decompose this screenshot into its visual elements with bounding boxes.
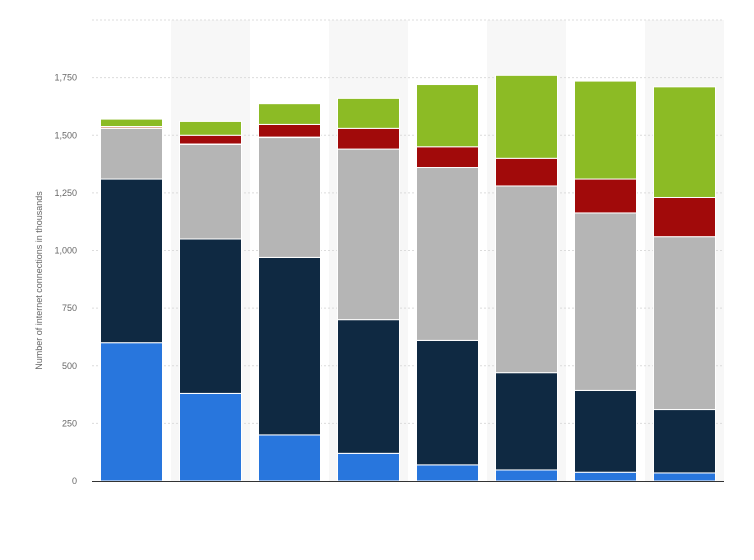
bar-segment[interactable] bbox=[100, 342, 163, 482]
bar-segment[interactable] bbox=[179, 392, 242, 482]
y-tick-label: 1,000 bbox=[54, 246, 77, 256]
bar-segment[interactable] bbox=[574, 178, 637, 214]
bar-segment[interactable] bbox=[574, 212, 637, 391]
y-tick-label: 1,250 bbox=[54, 188, 77, 198]
bar-segment[interactable] bbox=[653, 472, 716, 482]
bar-segment[interactable] bbox=[337, 97, 400, 129]
bar-segment[interactable] bbox=[100, 118, 163, 127]
y-tick-label: 500 bbox=[62, 361, 77, 371]
bar-segment[interactable] bbox=[179, 134, 242, 145]
bar-segment[interactable] bbox=[416, 339, 479, 466]
y-tick-label: 1,750 bbox=[54, 73, 77, 83]
bars bbox=[100, 74, 716, 482]
y-tick-label: 0 bbox=[72, 476, 77, 486]
bar-segment[interactable] bbox=[495, 157, 558, 187]
bar-segment[interactable] bbox=[258, 434, 321, 482]
bar-segment[interactable] bbox=[179, 238, 242, 394]
bar-segment[interactable] bbox=[574, 471, 637, 482]
y-axis-title: Number of internet connections in thousa… bbox=[34, 191, 44, 370]
bar-segment[interactable] bbox=[337, 127, 400, 150]
y-tick-label: 750 bbox=[62, 303, 77, 313]
bar-segment[interactable] bbox=[653, 196, 716, 238]
bar-segment[interactable] bbox=[416, 167, 479, 341]
y-tick-label: 250 bbox=[62, 418, 77, 428]
bar-segment[interactable] bbox=[337, 148, 400, 321]
bar-segment[interactable] bbox=[179, 120, 242, 136]
bar-segment[interactable] bbox=[337, 319, 400, 454]
bar-segment[interactable] bbox=[416, 146, 479, 169]
bar-segment[interactable] bbox=[258, 137, 321, 258]
bar-segment[interactable] bbox=[495, 74, 558, 159]
bar-segment[interactable] bbox=[495, 372, 558, 471]
bar-segment[interactable] bbox=[258, 123, 321, 138]
bar-segment[interactable] bbox=[574, 80, 637, 180]
bar-segment[interactable] bbox=[653, 236, 716, 411]
bar-segment[interactable] bbox=[653, 86, 716, 198]
bar-segment[interactable] bbox=[100, 127, 163, 180]
bar-segment[interactable] bbox=[416, 84, 479, 148]
bar-segment[interactable] bbox=[258, 256, 321, 436]
y-tick-label: 1,500 bbox=[54, 130, 77, 140]
bar-segment[interactable] bbox=[337, 452, 400, 482]
bar-segment[interactable] bbox=[495, 185, 558, 374]
bar-segment[interactable] bbox=[179, 143, 242, 240]
bar-segment[interactable] bbox=[495, 469, 558, 482]
bar-segment[interactable] bbox=[258, 103, 321, 125]
bar-segment[interactable] bbox=[100, 178, 163, 344]
bar-segment[interactable] bbox=[416, 464, 479, 482]
bar-segment[interactable] bbox=[574, 389, 637, 473]
bar-segment[interactable] bbox=[653, 409, 716, 474]
y-axis-ticks: 0 250 500 750 1,000 1,250 1,500 1,750 bbox=[54, 73, 77, 486]
